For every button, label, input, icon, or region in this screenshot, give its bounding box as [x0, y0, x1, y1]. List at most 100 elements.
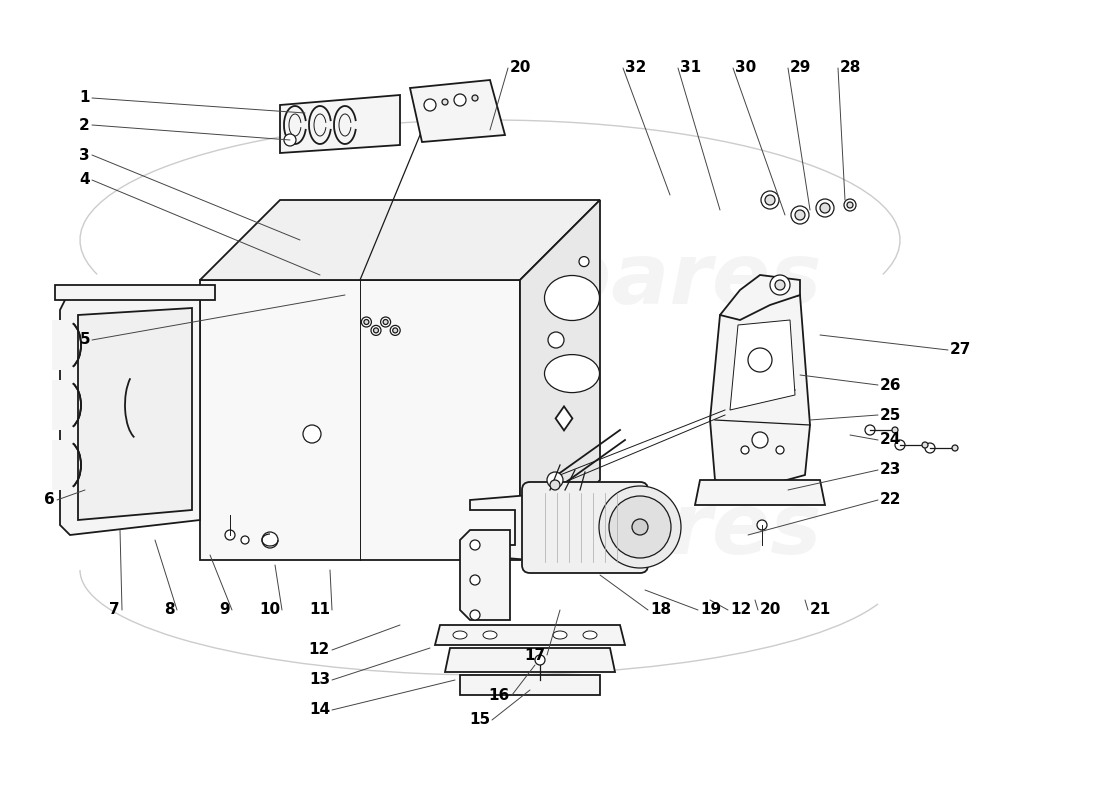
Text: 29: 29: [790, 61, 812, 75]
Polygon shape: [280, 95, 400, 153]
Polygon shape: [520, 200, 600, 560]
Text: 20: 20: [760, 602, 781, 618]
Circle shape: [390, 326, 400, 335]
Text: 25: 25: [880, 407, 901, 422]
Circle shape: [816, 199, 834, 217]
Polygon shape: [200, 200, 600, 280]
Text: 1: 1: [79, 90, 90, 106]
Circle shape: [776, 280, 785, 290]
Text: 11: 11: [309, 602, 330, 618]
Circle shape: [847, 202, 852, 208]
Polygon shape: [52, 440, 65, 490]
Polygon shape: [52, 320, 65, 370]
Circle shape: [442, 99, 448, 105]
Text: 31: 31: [680, 61, 701, 75]
Circle shape: [757, 520, 767, 530]
Circle shape: [748, 348, 772, 372]
Text: 10: 10: [258, 602, 280, 618]
Text: 24: 24: [880, 433, 901, 447]
Polygon shape: [55, 285, 215, 300]
Circle shape: [609, 496, 671, 558]
Text: 23: 23: [880, 462, 901, 478]
Circle shape: [600, 486, 681, 568]
Circle shape: [548, 332, 564, 348]
Circle shape: [892, 427, 898, 433]
Text: 30: 30: [735, 61, 757, 75]
Polygon shape: [556, 406, 572, 430]
Circle shape: [470, 540, 480, 550]
Text: 16: 16: [488, 687, 510, 702]
Polygon shape: [410, 80, 505, 142]
Text: 32: 32: [625, 61, 647, 75]
Text: 12: 12: [730, 602, 751, 618]
Circle shape: [393, 328, 398, 333]
Circle shape: [383, 319, 388, 325]
Ellipse shape: [544, 275, 600, 321]
Circle shape: [791, 206, 808, 224]
Text: 19: 19: [700, 602, 722, 618]
Circle shape: [820, 203, 830, 213]
Ellipse shape: [553, 631, 566, 639]
Circle shape: [770, 275, 790, 295]
Polygon shape: [434, 625, 625, 645]
Circle shape: [550, 480, 560, 490]
Circle shape: [761, 191, 779, 209]
Polygon shape: [730, 320, 795, 410]
Circle shape: [470, 575, 480, 585]
Circle shape: [922, 442, 928, 448]
Circle shape: [925, 443, 935, 453]
Text: 9: 9: [219, 602, 230, 618]
Text: 17: 17: [524, 647, 544, 662]
Circle shape: [374, 328, 378, 333]
Circle shape: [424, 99, 436, 111]
Text: 7: 7: [109, 602, 120, 618]
Circle shape: [579, 257, 588, 266]
Text: 15: 15: [469, 713, 490, 727]
FancyBboxPatch shape: [522, 482, 648, 573]
Text: 28: 28: [840, 61, 861, 75]
Text: eurospares: eurospares: [277, 238, 823, 322]
Circle shape: [362, 317, 372, 327]
Text: 21: 21: [810, 602, 832, 618]
Circle shape: [547, 472, 563, 488]
Circle shape: [741, 446, 749, 454]
Circle shape: [470, 610, 480, 620]
Circle shape: [226, 530, 235, 540]
Polygon shape: [60, 290, 200, 535]
Polygon shape: [720, 275, 800, 320]
Text: 13: 13: [309, 673, 330, 687]
Polygon shape: [470, 495, 530, 560]
Text: eurospares: eurospares: [277, 489, 823, 571]
Text: 27: 27: [950, 342, 971, 358]
Polygon shape: [78, 308, 192, 520]
Polygon shape: [710, 295, 810, 490]
Polygon shape: [200, 280, 520, 560]
Circle shape: [371, 326, 381, 335]
Ellipse shape: [453, 631, 468, 639]
Circle shape: [262, 532, 278, 548]
Circle shape: [764, 195, 776, 205]
Ellipse shape: [544, 354, 600, 393]
Circle shape: [381, 317, 390, 327]
Circle shape: [454, 94, 466, 106]
Circle shape: [952, 445, 958, 451]
Text: 12: 12: [309, 642, 330, 658]
Circle shape: [241, 536, 249, 544]
Ellipse shape: [483, 631, 497, 639]
Text: 4: 4: [79, 173, 90, 187]
Text: 5: 5: [79, 333, 90, 347]
Text: 8: 8: [164, 602, 175, 618]
Text: 26: 26: [880, 378, 902, 393]
Circle shape: [776, 446, 784, 454]
Circle shape: [302, 425, 321, 443]
Circle shape: [364, 319, 368, 325]
Circle shape: [284, 134, 296, 146]
Polygon shape: [52, 380, 65, 430]
Text: 6: 6: [44, 493, 55, 507]
Circle shape: [865, 425, 874, 435]
Circle shape: [632, 519, 648, 535]
Circle shape: [895, 440, 905, 450]
Text: 2: 2: [79, 118, 90, 133]
Polygon shape: [460, 675, 600, 695]
Text: 22: 22: [880, 493, 902, 507]
